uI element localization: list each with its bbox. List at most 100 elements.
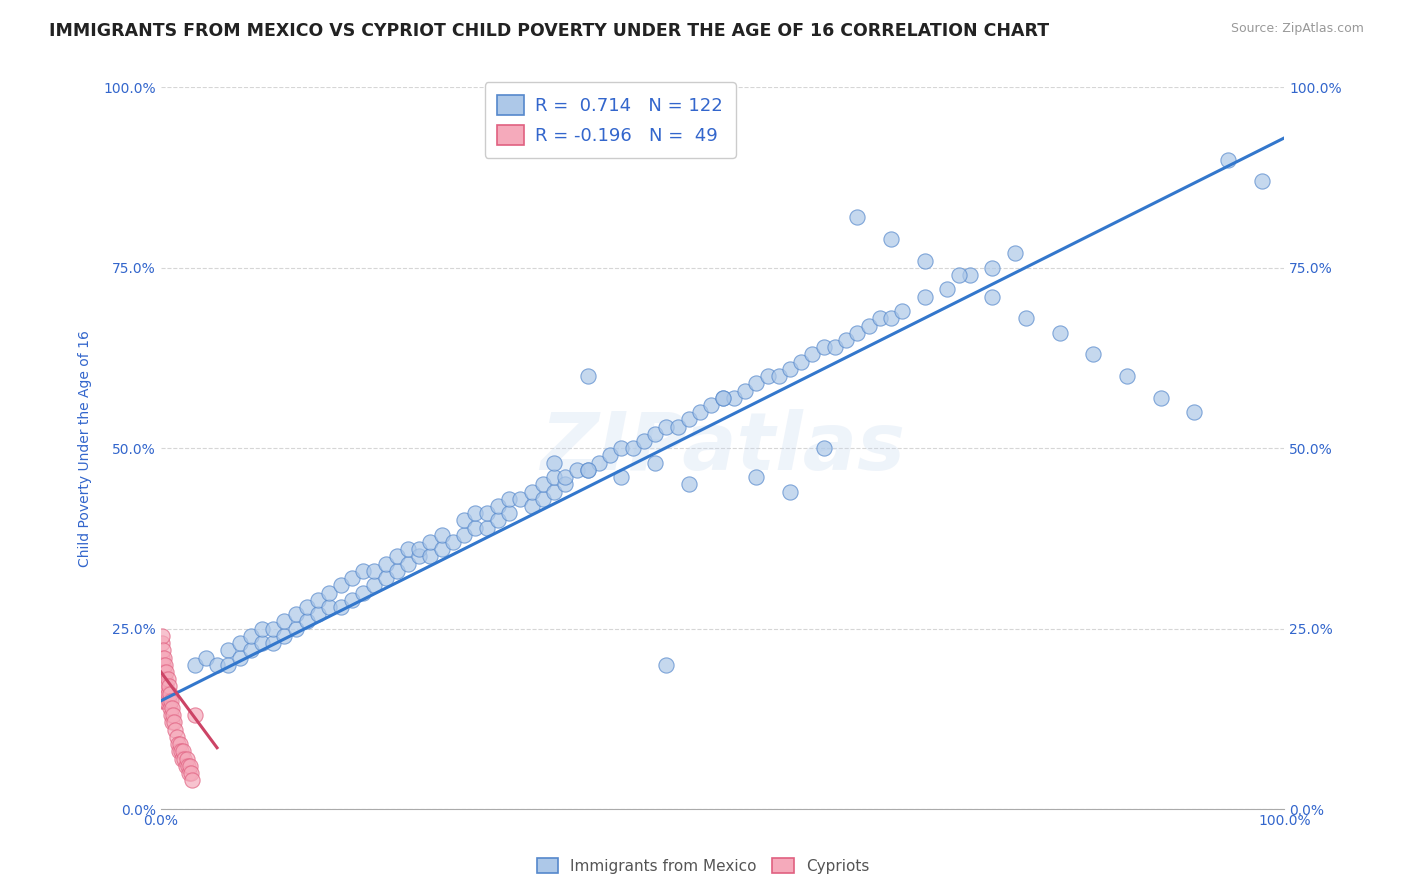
Point xyxy=(543,484,565,499)
Point xyxy=(155,672,177,686)
Point xyxy=(486,499,509,513)
Point xyxy=(959,268,981,282)
Point xyxy=(153,694,176,708)
Point xyxy=(228,650,250,665)
Point xyxy=(1083,347,1105,361)
Point xyxy=(167,744,190,758)
Point xyxy=(621,442,644,456)
Point xyxy=(419,535,441,549)
Point xyxy=(464,506,486,520)
Point xyxy=(374,571,396,585)
Point xyxy=(352,564,374,578)
Point xyxy=(858,318,880,333)
Point xyxy=(498,506,520,520)
Text: Source: ZipAtlas.com: Source: ZipAtlas.com xyxy=(1230,22,1364,36)
Point xyxy=(745,376,768,391)
Point xyxy=(152,643,174,657)
Point xyxy=(576,369,599,384)
Point xyxy=(475,521,498,535)
Point xyxy=(711,391,734,405)
Point xyxy=(307,607,329,622)
Text: IMMIGRANTS FROM MEXICO VS CYPRIOT CHILD POVERTY UNDER THE AGE OF 16 CORRELATION : IMMIGRANTS FROM MEXICO VS CYPRIOT CHILD … xyxy=(49,22,1049,40)
Point xyxy=(981,260,1004,275)
Point xyxy=(441,535,464,549)
Point xyxy=(914,253,936,268)
Point xyxy=(157,679,180,693)
Point xyxy=(464,521,486,535)
Point xyxy=(453,528,475,542)
Point xyxy=(174,758,197,772)
Point xyxy=(408,542,430,557)
Point xyxy=(150,694,173,708)
Point xyxy=(396,557,419,571)
Point xyxy=(543,456,565,470)
Point xyxy=(250,636,273,650)
Point xyxy=(307,592,329,607)
Point xyxy=(329,600,352,615)
Point xyxy=(678,412,700,426)
Point xyxy=(160,694,183,708)
Point xyxy=(150,629,173,643)
Point xyxy=(284,607,307,622)
Point xyxy=(273,615,295,629)
Point xyxy=(152,672,174,686)
Point xyxy=(284,622,307,636)
Point xyxy=(217,643,239,657)
Point xyxy=(419,549,441,564)
Point xyxy=(734,384,756,398)
Point xyxy=(430,542,453,557)
Point xyxy=(1250,174,1272,188)
Point xyxy=(914,290,936,304)
Point xyxy=(169,737,191,751)
Point xyxy=(363,564,385,578)
Point xyxy=(385,564,408,578)
Point xyxy=(157,694,180,708)
Point xyxy=(756,369,779,384)
Point xyxy=(163,715,186,730)
Point xyxy=(1116,369,1139,384)
Point xyxy=(745,470,768,484)
Point xyxy=(205,657,228,672)
Point xyxy=(152,657,174,672)
Point xyxy=(194,650,217,665)
Point xyxy=(520,499,543,513)
Point xyxy=(156,687,179,701)
Point xyxy=(453,513,475,527)
Point xyxy=(813,340,835,354)
Point xyxy=(869,311,891,326)
Point xyxy=(711,391,734,405)
Point xyxy=(183,708,205,723)
Point xyxy=(1015,311,1038,326)
Point xyxy=(599,449,621,463)
Point xyxy=(543,470,565,484)
Point xyxy=(340,592,363,607)
Point xyxy=(509,491,531,506)
Point xyxy=(262,636,284,650)
Point xyxy=(250,622,273,636)
Point xyxy=(150,650,173,665)
Point xyxy=(475,506,498,520)
Point xyxy=(177,758,200,772)
Point xyxy=(273,629,295,643)
Point xyxy=(846,326,869,340)
Point xyxy=(363,578,385,592)
Point xyxy=(295,600,318,615)
Point xyxy=(170,744,193,758)
Point xyxy=(155,694,177,708)
Point xyxy=(891,304,914,318)
Point xyxy=(655,657,678,672)
Point xyxy=(655,419,678,434)
Point xyxy=(801,347,824,361)
Point xyxy=(181,773,204,788)
Point xyxy=(165,723,187,737)
Point xyxy=(172,744,194,758)
Point xyxy=(160,715,183,730)
Point xyxy=(666,419,689,434)
Point xyxy=(179,758,201,772)
Text: ZIPatlas: ZIPatlas xyxy=(540,409,905,487)
Point xyxy=(813,442,835,456)
Point xyxy=(352,585,374,599)
Point xyxy=(1184,405,1206,419)
Point xyxy=(835,333,858,347)
Point xyxy=(768,369,790,384)
